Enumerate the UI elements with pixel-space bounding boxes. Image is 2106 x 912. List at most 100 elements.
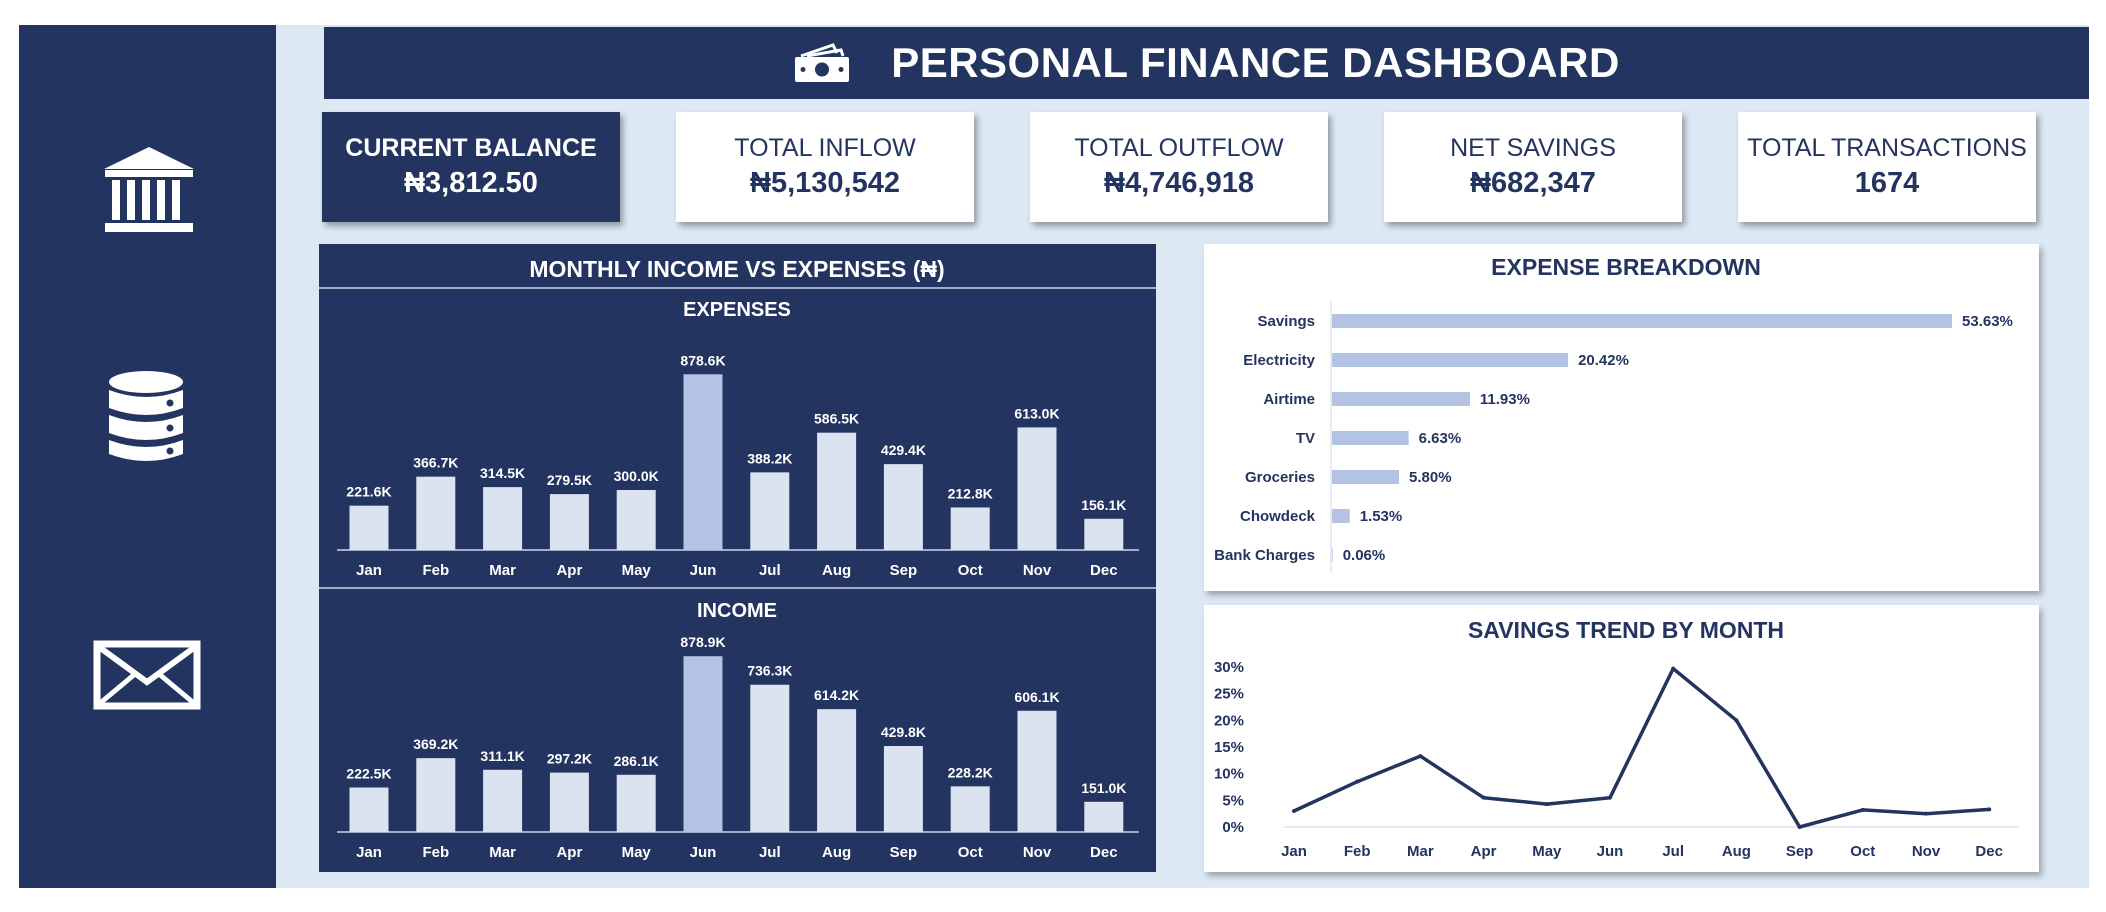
bar-oct[interactable]	[950, 507, 990, 550]
bar-jul[interactable]	[750, 684, 790, 832]
data-label: 429.4K	[881, 442, 926, 458]
bar-mar[interactable]	[483, 487, 523, 550]
x-tick-label: Sep	[1786, 843, 1814, 860]
point-may[interactable]	[1544, 802, 1549, 807]
point-oct[interactable]	[1860, 807, 1865, 812]
bar-nov[interactable]	[1017, 427, 1057, 550]
database-icon[interactable]	[106, 370, 186, 465]
bar-may[interactable]	[616, 490, 656, 550]
data-label: 311.1K	[480, 748, 524, 764]
x-tick-label: May	[622, 562, 652, 579]
x-tick-label: Nov	[1023, 844, 1052, 861]
monthly-income-expenses-panel: MONTHLY INCOME VS EXPENSES (₦) EXPENSES 2…	[319, 244, 1156, 872]
point-mar[interactable]	[1418, 754, 1423, 759]
x-tick-label: Oct	[958, 562, 983, 579]
bar-electricity[interactable]	[1332, 353, 1569, 367]
x-tick-label: Oct	[1850, 843, 1875, 860]
point-sep[interactable]	[1797, 825, 1802, 829]
data-label: 314.5K	[480, 465, 525, 481]
point-nov[interactable]	[1924, 811, 1928, 816]
data-label: 212.8K	[948, 485, 993, 501]
savings-line[interactable]	[1293, 666, 1990, 829]
data-label: 606.1K	[1014, 689, 1059, 705]
bar-tv[interactable]	[1332, 431, 1409, 445]
bar-apr[interactable]	[549, 494, 589, 550]
x-tick-label: Nov	[1912, 843, 1941, 860]
bar-jun[interactable]	[683, 374, 723, 550]
data-label: 613.0K	[1014, 405, 1059, 421]
x-tick-label: Mar	[489, 844, 516, 861]
bar-groceries[interactable]	[1332, 470, 1400, 484]
bank-icon[interactable]	[99, 145, 199, 235]
point-aug[interactable]	[1734, 718, 1739, 723]
point-dec[interactable]	[1987, 807, 1992, 812]
mail-icon[interactable]	[93, 640, 201, 710]
kpi-value: ₦5,130,542	[750, 167, 900, 199]
data-label: 878.6K	[680, 352, 725, 368]
x-tick-label: May	[1532, 843, 1562, 860]
x-tick-label: Dec	[1090, 844, 1118, 861]
bar-aug[interactable]	[817, 432, 857, 550]
kpi-value: 1674	[1854, 167, 1920, 199]
bar-aug[interactable]	[817, 709, 857, 832]
bar-may[interactable]	[616, 774, 656, 832]
bar-savings[interactable]	[1332, 314, 1952, 328]
data-label: 20.42%	[1578, 352, 1629, 369]
x-tick-label: Dec	[1090, 562, 1118, 579]
point-feb[interactable]	[1355, 779, 1360, 784]
monthly-charts-svg: MONTHLY INCOME VS EXPENSES (₦) EXPENSES 2…	[319, 256, 1156, 861]
data-label: 297.2K	[547, 751, 592, 767]
data-label: 53.63%	[1962, 313, 2013, 330]
bar-airtime[interactable]	[1332, 392, 1470, 406]
x-tick-label: Jul	[759, 562, 781, 579]
data-label: 878.9K	[680, 634, 725, 650]
data-label: 0.06%	[1343, 547, 1386, 564]
bar-dec[interactable]	[1084, 801, 1124, 832]
data-label: 151.0K	[1081, 780, 1126, 796]
panel-title: SAVINGS TREND BY MONTH	[1468, 617, 1784, 643]
savings-trend-chart: SAVINGS TREND BY MONTH 0% 5% 10% 15% 20% 25% 3…	[1214, 617, 2019, 860]
expense-breakdown-panel: EXPENSE BREAKDOWN Savings 53.63% Electrici…	[1204, 244, 2039, 591]
bar-chowdeck[interactable]	[1332, 509, 1350, 523]
x-tick-label: Jun	[690, 562, 717, 579]
y-tick-label: 10%	[1214, 766, 1244, 783]
bar-jan[interactable]	[349, 787, 389, 833]
x-tick-label: Apr	[556, 562, 582, 579]
data-label: 736.3K	[747, 663, 792, 679]
point-apr[interactable]	[1481, 795, 1486, 800]
category-label: Bank Charges	[1214, 547, 1315, 564]
bar-jun[interactable]	[683, 656, 723, 832]
data-label: 5.80%	[1409, 469, 1452, 486]
x-tick-label: Dec	[1975, 843, 2003, 860]
data-label: 388.2K	[747, 450, 792, 466]
bar-apr[interactable]	[549, 772, 589, 832]
chart-title: INCOME	[697, 600, 777, 622]
bar-nov[interactable]	[1017, 710, 1057, 832]
x-tick-label: Aug	[822, 562, 851, 579]
x-tick-label: Jan	[356, 844, 382, 861]
data-label: 156.1K	[1081, 497, 1126, 513]
savings-trend-panel: SAVINGS TREND BY MONTH 0% 5% 10% 15% 20% 25% 3…	[1204, 605, 2039, 872]
y-tick-label: 5%	[1222, 792, 1244, 809]
bar-feb[interactable]	[416, 758, 456, 832]
bar-mar[interactable]	[483, 769, 523, 832]
header-title-bar: PERSONAL FINANCE DASHBOARD	[324, 27, 2089, 99]
bar-jan[interactable]	[349, 505, 389, 550]
bar-sep[interactable]	[883, 464, 923, 550]
point-jan[interactable]	[1292, 809, 1296, 813]
bar-feb[interactable]	[416, 476, 456, 550]
x-tick-label: Jul	[1662, 843, 1684, 860]
bar-bank-charges[interactable]	[1332, 548, 1333, 562]
bar-dec[interactable]	[1084, 518, 1124, 550]
point-jun[interactable]	[1608, 795, 1612, 800]
bar-sep[interactable]	[883, 746, 923, 832]
point-jul[interactable]	[1671, 666, 1676, 671]
category-label: Groceries	[1245, 469, 1315, 486]
x-tick-label: Sep	[890, 844, 918, 861]
x-tick-label: Jun	[690, 844, 717, 861]
bar-oct[interactable]	[950, 786, 990, 832]
kpi-total-inflow: TOTAL INFLOW ₦5,130,542	[676, 112, 974, 222]
bar-jul[interactable]	[750, 472, 790, 550]
x-tick-label: Jan	[356, 562, 382, 579]
data-label: 6.63%	[1419, 430, 1462, 447]
